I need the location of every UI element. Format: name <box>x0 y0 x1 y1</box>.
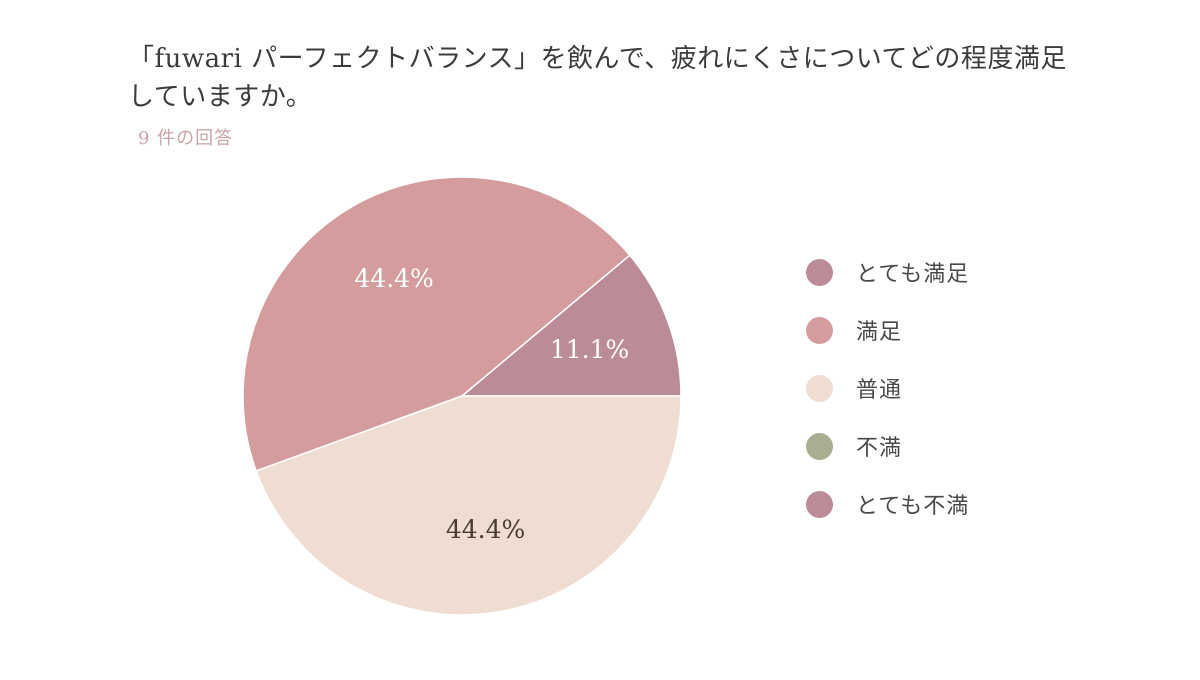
question-title: 「fuwari パーフェクトバランス」を飲んで、疲れにくさについてどの程度満足し… <box>128 44 1067 112</box>
pie-slice-3 <box>255 395 682 616</box>
legend-swatch <box>806 490 833 518</box>
legend-item[interactable]: 普通 <box>806 359 969 417</box>
slice-label-3: 44.4% <box>446 515 525 544</box>
legend-label: とても不満 <box>856 494 970 519</box>
response-count: 9 件の回答 <box>138 128 234 149</box>
pie-labels: 11.1% 44.4% 44.4% <box>354 264 629 544</box>
pie-slice-1 <box>459 254 682 397</box>
slice-label-1: 11.1% <box>550 335 629 364</box>
slice-label-2: 44.4% <box>354 264 433 293</box>
pie-slice-2 <box>242 176 631 472</box>
legend-item[interactable]: とても満足 <box>806 243 969 301</box>
legend-item[interactable]: 満足 <box>806 301 969 359</box>
legend-item[interactable]: 不満 <box>806 417 969 475</box>
legend: とても満足満足普通不満とても不満 <box>806 243 969 533</box>
legend-label: とても満足 <box>856 262 970 287</box>
legend-swatch <box>806 258 833 286</box>
legend-item[interactable]: とても不満 <box>806 475 969 533</box>
legend-label: 不満 <box>856 436 903 461</box>
legend-swatch <box>806 316 833 344</box>
legend-swatch <box>806 432 833 460</box>
legend-label: 普通 <box>856 378 903 403</box>
legend-label: 満足 <box>856 320 903 345</box>
legend-swatch <box>806 374 833 402</box>
pie-slices <box>242 176 682 616</box>
